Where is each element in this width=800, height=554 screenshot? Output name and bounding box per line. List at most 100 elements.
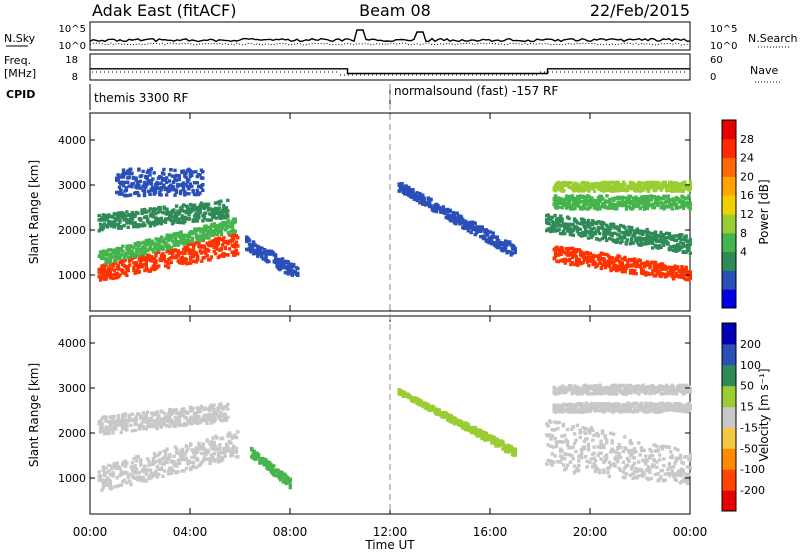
heatmap-cell — [103, 483, 107, 487]
heatmap-cell — [137, 478, 142, 482]
heatmap-cell — [605, 440, 609, 445]
heatmap-cell — [688, 458, 692, 462]
heatmap-cell — [119, 423, 123, 427]
heatmap-cell — [103, 253, 107, 257]
heatmap-cell — [605, 194, 609, 198]
heatmap-cell — [630, 448, 634, 453]
heatmap-cell — [616, 200, 620, 204]
heatmap-cell — [97, 229, 101, 233]
heatmap-cell — [233, 433, 237, 437]
heatmap-cell — [598, 470, 602, 475]
heatmap-cell — [166, 469, 171, 473]
heatmap-cell — [135, 186, 140, 190]
heatmap-cell — [97, 470, 101, 474]
heatmap-cell — [579, 454, 584, 458]
heatmap-cell — [484, 438, 488, 442]
heatmap-cell — [199, 185, 204, 190]
heatmap-cell — [593, 459, 598, 463]
heatmap-cell — [213, 417, 218, 422]
heatmap-cell — [127, 213, 132, 217]
heatmap-cell — [187, 421, 191, 425]
heatmap-cell — [591, 222, 595, 227]
heatmap-cell — [130, 217, 135, 221]
colorbar-swatch — [722, 138, 736, 159]
heatmap-cell — [190, 455, 194, 460]
heatmap-cell — [552, 225, 556, 229]
heatmap-cell — [577, 198, 581, 202]
heatmap-cell — [175, 451, 179, 455]
heatmap-cell — [681, 241, 685, 246]
heatmap-cell — [578, 231, 582, 236]
heatmap-cell — [158, 450, 162, 455]
heatmap-cell — [648, 263, 652, 267]
heatmap-cell — [592, 451, 596, 455]
heatmap-cell — [219, 246, 223, 251]
heatmap-cell — [609, 450, 613, 454]
heatmap-cell — [635, 240, 639, 244]
heatmap-cell — [216, 242, 221, 246]
heatmap-cell — [620, 239, 624, 243]
heatmap-cell — [204, 457, 208, 461]
heatmap-cell — [630, 441, 634, 446]
heatmap-cell — [189, 442, 193, 446]
heatmap-cell — [173, 236, 178, 241]
heatmap-cell — [193, 231, 197, 235]
heatmap-cell — [151, 250, 156, 254]
heatmap-cell — [162, 422, 166, 427]
heatmap-cell — [162, 460, 166, 464]
heatmap-cell — [286, 261, 290, 265]
heatmap-cell — [107, 477, 111, 482]
heatmap-cell — [600, 237, 605, 241]
heatmap-cell — [546, 424, 550, 428]
heatmap-cell — [226, 415, 230, 419]
heatmap-cell — [184, 444, 189, 449]
heatmap-cell — [578, 428, 582, 432]
heatmap-cell — [641, 195, 645, 199]
heatmap-cell — [114, 466, 118, 470]
heatmap-cell — [296, 266, 300, 271]
heatmap-cell — [680, 265, 684, 269]
heatmap-cell — [663, 185, 667, 189]
heatmap-cell — [607, 460, 612, 465]
heatmap-cell — [152, 460, 157, 465]
heatmap-cell — [663, 265, 667, 269]
heatmap-cell — [197, 447, 201, 451]
heatmap-cell — [662, 197, 666, 201]
heatmap-cell — [266, 467, 270, 471]
heatmap-cell — [162, 205, 166, 209]
heatmap-cell — [634, 272, 638, 276]
heatmap-cell — [109, 422, 114, 426]
heatmap-cell — [441, 413, 446, 418]
heatmap-cell — [209, 453, 214, 457]
heatmap-cell — [249, 250, 253, 254]
heatmap-cell — [177, 419, 182, 423]
heatmap-cell — [137, 270, 142, 274]
heatmap-cell — [598, 207, 602, 211]
heatmap-cell — [211, 436, 215, 440]
heatmap-cell — [651, 202, 655, 206]
heatmap-cell — [554, 421, 559, 425]
heatmap-cell — [678, 198, 683, 202]
heatmap-cell — [144, 427, 148, 431]
heatmap-cell — [676, 448, 680, 452]
heatmap-cell — [172, 454, 176, 458]
heatmap-cell — [422, 198, 426, 202]
heatmap-cell — [171, 252, 175, 256]
heatmap-cell — [632, 456, 637, 460]
heatmap-cell — [556, 180, 561, 185]
heatmap-cell — [566, 253, 570, 257]
heatmap-cell — [130, 210, 135, 215]
colorbar-frame — [721, 119, 737, 309]
heatmap-cell — [649, 476, 653, 481]
heatmap-cell — [128, 193, 133, 197]
heatmap-cell — [513, 453, 517, 457]
heatmap-cell — [137, 471, 142, 475]
heatmap-cell — [179, 453, 183, 458]
heatmap-cell — [212, 222, 217, 226]
heatmap-cell — [159, 188, 163, 192]
heatmap-cell — [252, 450, 257, 454]
heatmap-cell — [584, 431, 588, 436]
heatmap-cell — [674, 238, 679, 243]
heatmap-cell — [669, 204, 673, 209]
heatmap-cell — [565, 222, 570, 226]
